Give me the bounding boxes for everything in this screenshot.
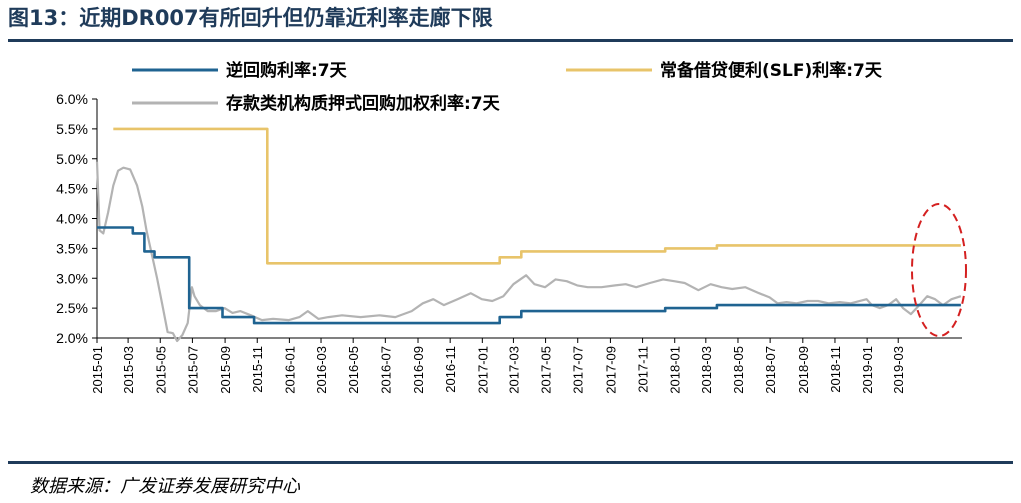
x-tick-label: 2018-05 <box>731 346 746 394</box>
title-rule <box>8 39 1013 42</box>
x-tick-label: 2016-01 <box>282 346 297 394</box>
x-tick-label: 2017-09 <box>603 346 618 394</box>
x-tick-label: 2016-11 <box>443 346 458 393</box>
recent-highlight-ellipse <box>911 203 967 337</box>
chart: 逆回购利率:7天 常备借贷便利(SLF)利率:7天 存款类机构质押式回购加权利率… <box>56 60 967 394</box>
legend: 逆回购利率:7天 常备借贷便利(SLF)利率:7天 存款类机构质押式回购加权利率… <box>132 60 883 114</box>
y-tick-label: 5.5% <box>56 121 88 137</box>
legend-label-dr007: 存款类机构质押式回购加权利率:7天 <box>226 93 501 114</box>
x-tick-label: 2019-01 <box>860 346 875 394</box>
x-tick-label: 2015-03 <box>121 346 136 394</box>
x-tick-label: 2018-03 <box>699 346 714 394</box>
x-tick-label: 2018-11 <box>828 346 843 393</box>
series-line-reverse-repo <box>97 226 961 325</box>
x-tick-label: 2017-01 <box>475 346 490 394</box>
x-tick-label: 2016-05 <box>346 346 361 394</box>
bottom-rule <box>8 461 1013 464</box>
x-tick-label: 2017-03 <box>506 346 521 394</box>
x-tick-label: 2015-07 <box>185 346 200 394</box>
legend-label-reverse-repo: 逆回购利率:7天 <box>226 60 348 81</box>
legend-label-slf: 常备借贷便利(SLF)利率:7天 <box>660 60 883 81</box>
y-tick-label: 6.0% <box>56 91 88 107</box>
x-tick-label: 2018-09 <box>796 346 811 394</box>
x-tick-label: 2017-11 <box>636 346 651 393</box>
plot-area <box>95 127 962 343</box>
series-line-dr007 <box>95 161 962 343</box>
x-tick-label: 2017-05 <box>539 346 554 394</box>
y-tick-label: 2.5% <box>56 300 88 316</box>
series-line-slf <box>113 127 961 265</box>
x-tick-label: 2019-03 <box>891 346 906 394</box>
x-tick-label: 2015-01 <box>90 346 105 394</box>
x-tick-label: 2015-09 <box>218 346 233 394</box>
x-tick-label: 2016-03 <box>314 346 329 394</box>
figure-title: 图13：近期DR007有所回升但仍靠近利率走廊下限 <box>8 6 493 30</box>
x-axis: 2015-01 2015-03 2015-05 2015-07 2015-09 2015-… <box>90 337 962 394</box>
x-tick-label: 2018-07 <box>763 346 778 394</box>
y-tick-label: 3.5% <box>56 240 88 256</box>
x-tick-label: 2016-07 <box>378 346 393 394</box>
y-tick-label: 5.0% <box>56 151 88 167</box>
source-note: 数据来源：广发证券发展研究中心 <box>30 476 300 497</box>
x-tick-label: 2016-09 <box>411 346 426 394</box>
y-axis: 2.0% 2.5% 3.0% 3.5% 4.0% 4.5% 5.0% 5.5% 6.0% <box>56 91 98 346</box>
y-tick-label: 4.5% <box>56 181 88 197</box>
y-tick-label: 2.0% <box>56 330 88 346</box>
x-tick-label: 2015-05 <box>153 346 168 394</box>
x-tick-label: 2015-11 <box>250 346 265 393</box>
y-tick-label: 3.0% <box>56 270 88 286</box>
y-tick-label: 4.0% <box>56 211 88 227</box>
x-tick-label: 2017-07 <box>571 346 586 394</box>
x-tick-label: 2018-01 <box>668 346 683 394</box>
